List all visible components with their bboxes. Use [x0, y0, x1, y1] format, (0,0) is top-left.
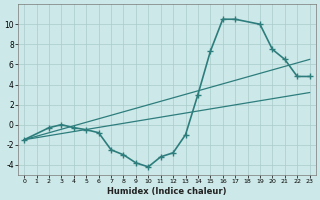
X-axis label: Humidex (Indice chaleur): Humidex (Indice chaleur) — [107, 187, 227, 196]
